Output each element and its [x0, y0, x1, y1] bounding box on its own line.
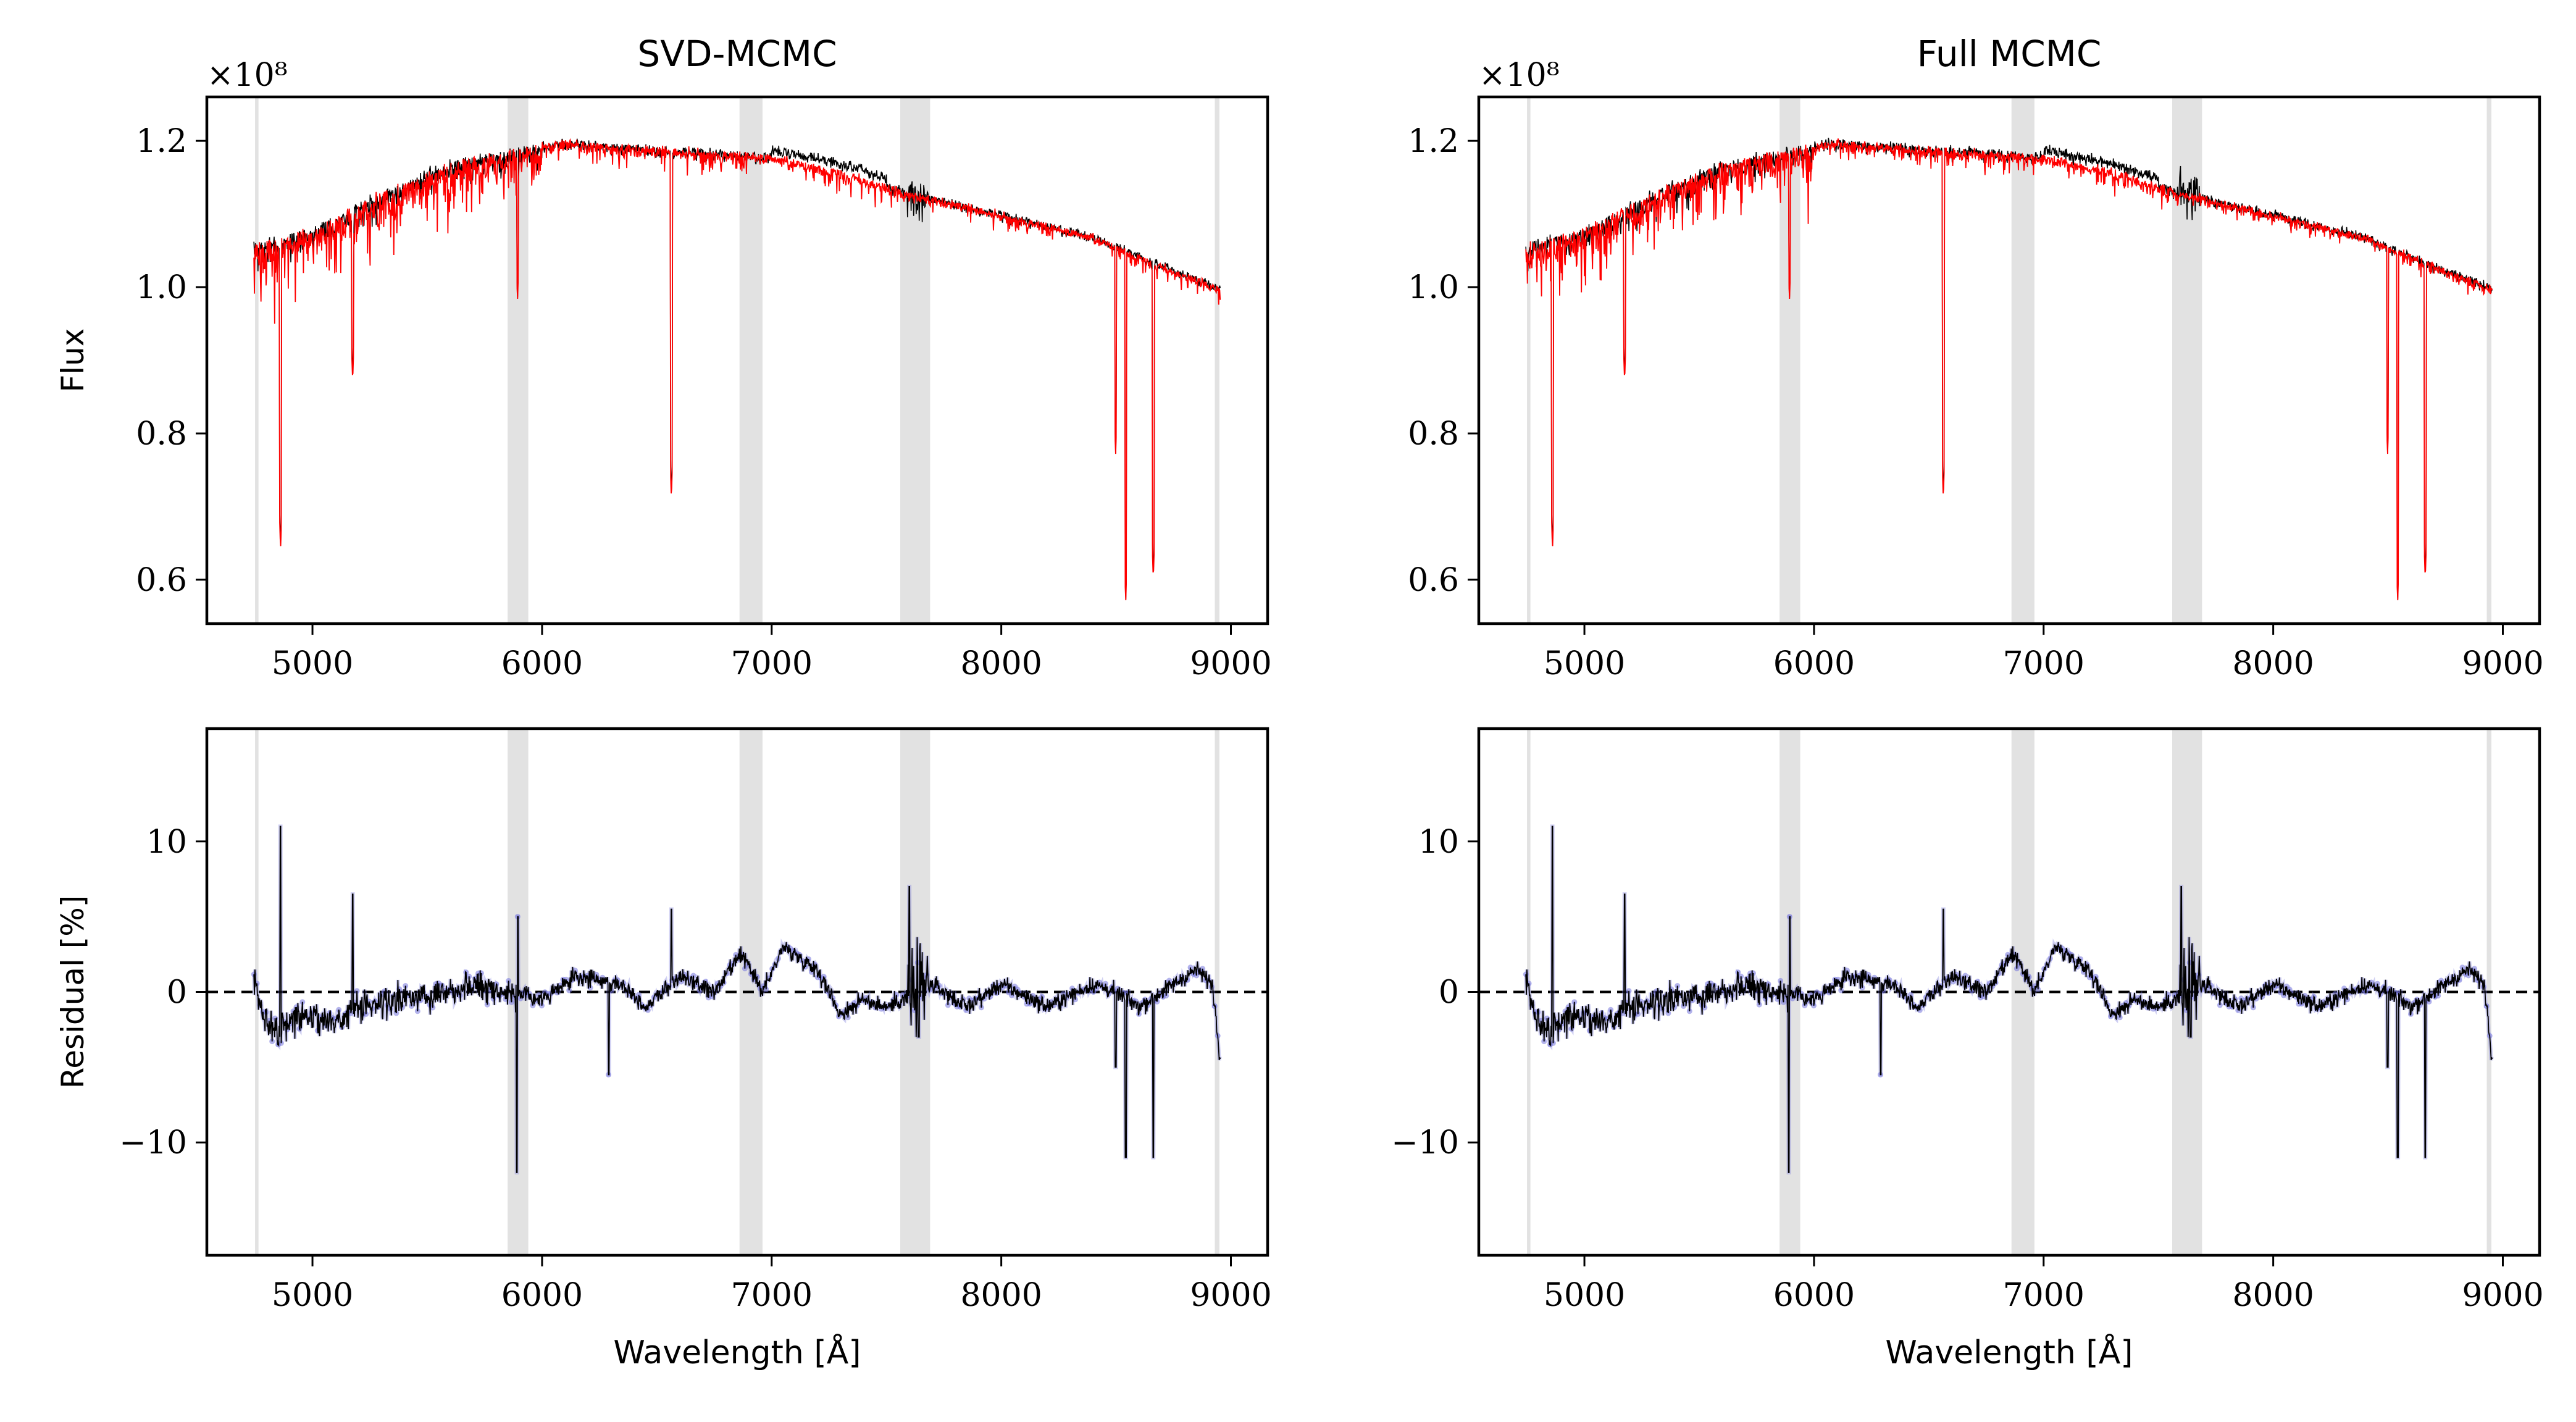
- series-residual-line: [1525, 826, 2493, 1173]
- y-tick-label: 1.0: [136, 269, 187, 306]
- axes-frame: [1477, 95, 2541, 625]
- y-tick-label: 0.6: [1408, 562, 1459, 599]
- y-tick-label: 0: [1439, 974, 1459, 1011]
- x-tick-label: 6000: [501, 645, 583, 682]
- x-tick-label: 6000: [501, 1277, 583, 1314]
- panel-title: Full MCMC: [1917, 33, 2102, 75]
- masked-region: [739, 97, 763, 624]
- x-tick-label: 5000: [272, 1277, 353, 1314]
- y-tick-label: 0: [167, 974, 187, 1011]
- series-model-line: [1525, 138, 2493, 601]
- y-axis-label: Flux: [55, 328, 91, 393]
- y-axis-label: Residual [%]: [55, 895, 91, 1089]
- masked-region: [2486, 97, 2491, 624]
- plot-area: [1525, 97, 2493, 624]
- panel-full-mcmc-residual: 5000 6000 7000 8000 9000 −10 0 10 Wavelength [Å]: [1391, 727, 2544, 1371]
- x-tick-label: 5000: [1544, 645, 1625, 682]
- y-tick-label: −10: [1391, 1124, 1459, 1161]
- x-tick-label: 8000: [2232, 1277, 2314, 1314]
- x-tick-label: 7000: [731, 1277, 813, 1314]
- x-tick-label: 7000: [2003, 1277, 2085, 1314]
- y-tick-label: 1.2: [1408, 123, 1459, 160]
- x-tick-label: 9000: [2462, 1277, 2543, 1314]
- x-tick-label: 7000: [731, 645, 813, 682]
- masked-region: [2172, 97, 2202, 624]
- masked-region: [1215, 97, 1219, 624]
- x-axis-label: Wavelength [Å]: [613, 1333, 861, 1371]
- series-model-line: [253, 138, 1221, 601]
- x-axis-label: Wavelength [Å]: [1885, 1333, 2133, 1371]
- plot-area: [207, 729, 1268, 1255]
- y-tick-label: 0.8: [136, 416, 187, 453]
- plot-area: [1479, 729, 2540, 1255]
- x-tick-label: 9000: [1190, 645, 1271, 682]
- plot-area: [253, 97, 1221, 624]
- series-residual-line: [253, 826, 1221, 1173]
- masked-region: [2011, 97, 2034, 624]
- x-tick-label: 6000: [1773, 645, 1855, 682]
- masked-region: [900, 97, 930, 624]
- axes-frame: [205, 95, 1269, 625]
- x-tick-label: 8000: [2232, 645, 2314, 682]
- y-tick-label: 10: [1418, 824, 1459, 861]
- y-tick-label: 1.0: [1408, 269, 1459, 306]
- x-tick-label: 9000: [2462, 645, 2543, 682]
- y-tick-label: 0.8: [1408, 416, 1459, 453]
- panel-svd-mcmc-flux: 5000 6000 7000 8000 9000 0.6 0.8 1.0 1.2 SVD-MCMC…: [55, 33, 1272, 682]
- x-tick-label: 5000: [1544, 1277, 1625, 1314]
- panel-svd-mcmc-residual: 5000 6000 7000 8000 9000 −10 0 10 Wavelength [Å]…: [55, 727, 1272, 1371]
- masked-region: [255, 97, 259, 624]
- x-tick-label: 9000: [1190, 1277, 1271, 1314]
- panel-title: SVD-MCMC: [637, 33, 837, 75]
- offset-text: ×10⁸: [1479, 57, 1560, 94]
- y-tick-label: 10: [146, 824, 187, 861]
- masked-region: [1527, 97, 1531, 624]
- x-tick-label: 6000: [1773, 1277, 1855, 1314]
- y-tick-label: 1.2: [136, 123, 187, 160]
- offset-text: ×10⁸: [207, 57, 288, 94]
- x-tick-label: 5000: [272, 645, 353, 682]
- x-tick-label: 8000: [960, 645, 1042, 682]
- x-tick-label: 8000: [960, 1277, 1042, 1314]
- x-tick-label: 7000: [2003, 645, 2085, 682]
- y-tick-label: 0.6: [136, 562, 187, 599]
- panel-full-mcmc-flux: 5000 6000 7000 8000 9000 0.6 0.8 1.0 1.2 Full MCM…: [1408, 33, 2543, 682]
- y-tick-label: −10: [119, 1124, 187, 1161]
- series-data-line: [253, 138, 1221, 600]
